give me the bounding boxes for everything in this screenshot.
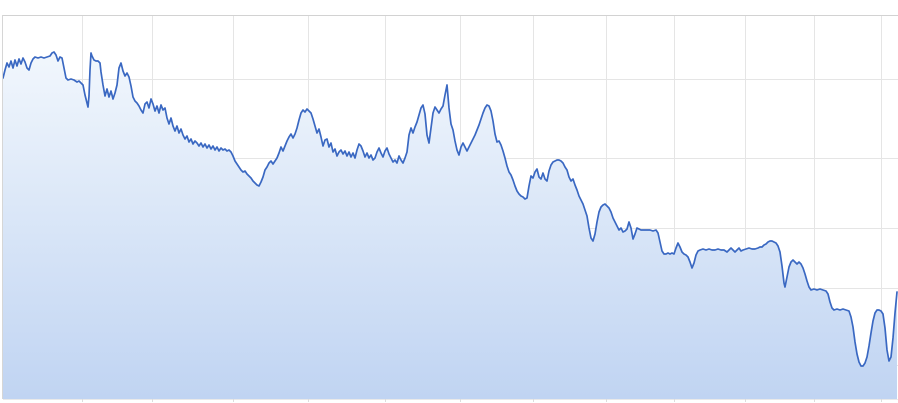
area-fill	[3, 52, 897, 399]
chart-frame	[2, 15, 898, 402]
price-line	[2, 51, 898, 367]
